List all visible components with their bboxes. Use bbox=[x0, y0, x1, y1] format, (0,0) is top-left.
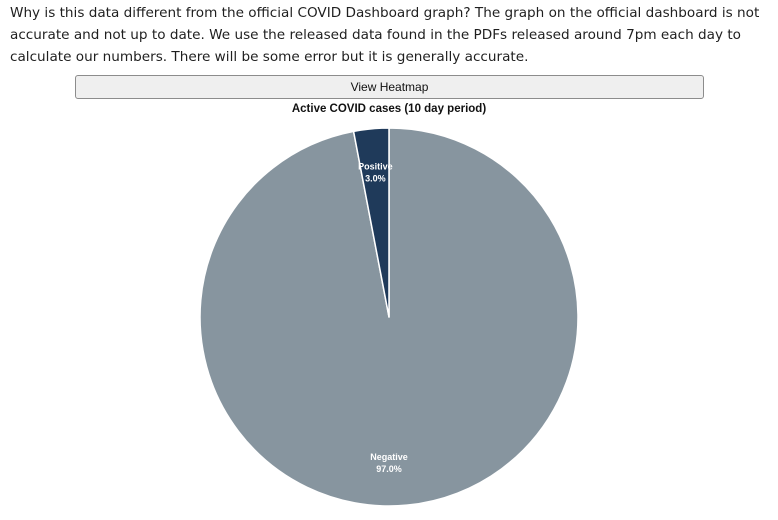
view-heatmap-button[interactable]: View Heatmap bbox=[75, 75, 704, 99]
slice-name-label: Positive bbox=[358, 162, 393, 172]
pie-slice-positive[interactable] bbox=[352, 127, 390, 318]
slice-percent-label: 3.0% bbox=[365, 174, 386, 184]
pie-chart: Negative 97.0% Positive 3.0% Active COVID c… bbox=[0, 100, 778, 520]
pie-chart-svg: Negative 97.0% Positive 3.0% bbox=[199, 127, 579, 507]
slice-name-label: Negative bbox=[370, 452, 408, 462]
slice-label-negative: Negative 97.0% bbox=[370, 452, 408, 474]
slice-label-positive: Positive 3.0% bbox=[358, 162, 393, 184]
intro-paragraph: Why is this data different from the offi… bbox=[10, 5, 760, 65]
slice-percent-label: 97.0% bbox=[376, 464, 402, 474]
chart-title: Active COVID cases (10 day period) bbox=[291, 103, 487, 115]
